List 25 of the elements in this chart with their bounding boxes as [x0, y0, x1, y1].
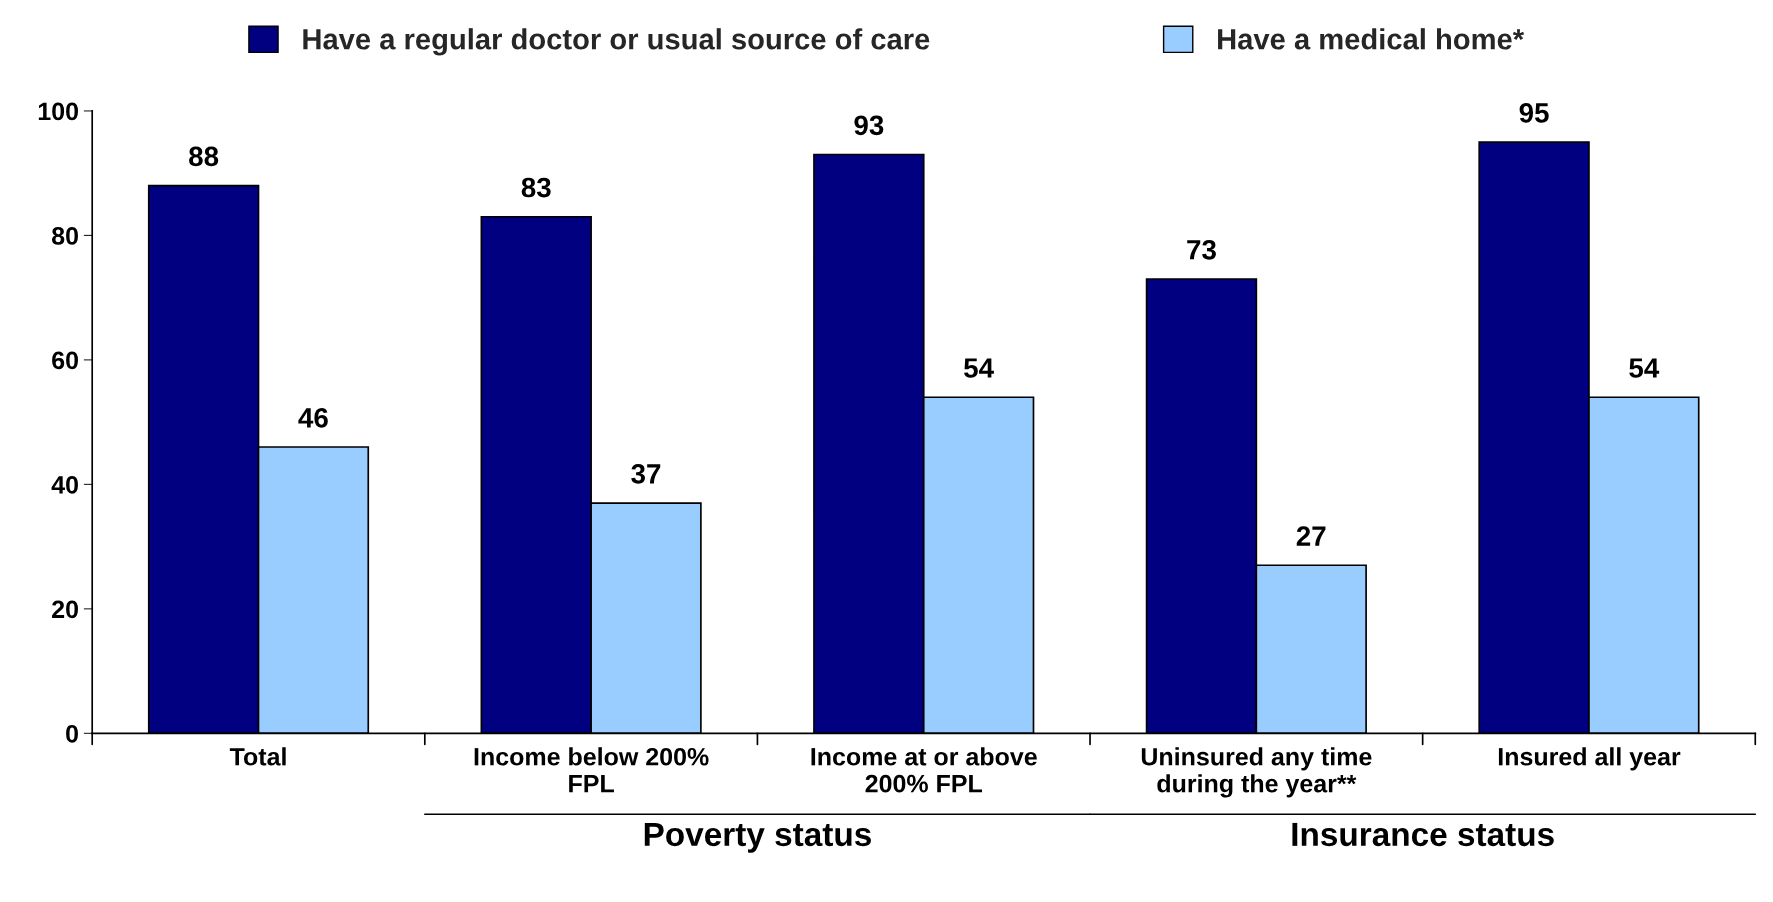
data-label: 73 — [1187, 239, 1216, 260]
y-tick-label: 0 — [66, 724, 78, 743]
y-tick-label: 100 — [38, 102, 78, 121]
data-label: 27 — [1296, 526, 1326, 546]
data-label: 93 — [854, 115, 884, 136]
text: Poverty status — [644, 822, 871, 853]
data-label: 46 — [298, 407, 328, 428]
data-label: 95 — [1519, 103, 1549, 123]
legend-label: Have a regular doctor or usual source of care — [303, 28, 930, 56]
x-tick-label: Uninsured any time during the year** — [1141, 747, 1372, 798]
x-tick-label: Income at or above 200% FPL — [811, 747, 1037, 793]
y-tick-label: 20 — [52, 600, 78, 619]
data-label: 54 — [1629, 358, 1660, 378]
text: Insurance status — [1292, 822, 1554, 847]
x-tick-label: Total — [229, 747, 286, 766]
y-tick-label: 60 — [52, 351, 78, 370]
y-tick-label: 80 — [51, 227, 78, 245]
data-label: 83 — [521, 177, 551, 198]
data-label: 37 — [631, 464, 661, 484]
data-label: 88 — [189, 146, 219, 167]
data-label: 54 — [964, 358, 994, 378]
legend-label: Have a medical home* — [1218, 28, 1525, 50]
x-tick-label: Insured all year — [1498, 747, 1681, 771]
x-tick-label: Income below 200% FPL — [474, 747, 709, 793]
y-tick-label: 40 — [51, 475, 78, 494]
